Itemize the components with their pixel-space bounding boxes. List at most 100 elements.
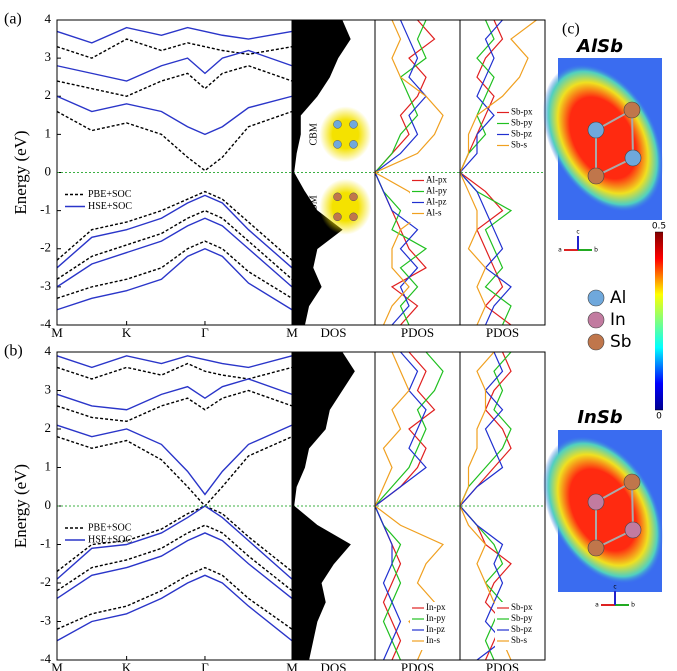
- atom: [587, 539, 605, 557]
- band-line: [56, 505, 293, 573]
- axis-label: a: [595, 602, 599, 609]
- legend-label: In-s: [426, 635, 440, 645]
- x-tick-label: Γ: [201, 660, 209, 671]
- y-tick-label: 2: [45, 420, 52, 435]
- x-axis-label: PDOS: [401, 325, 434, 340]
- legend-label: Al-px: [426, 175, 447, 185]
- x-tick-label: M: [286, 325, 298, 340]
- inset-atom: [349, 140, 358, 149]
- legend-label: Sb-px: [511, 602, 533, 612]
- band-line: [56, 190, 293, 261]
- atom: [587, 493, 605, 511]
- band-line: [56, 524, 293, 592]
- y-tick-label: 4: [45, 343, 52, 358]
- y-tick-label: 4: [45, 11, 52, 26]
- y-tick-label: 3: [45, 381, 52, 396]
- y-tick-label: -2: [40, 574, 51, 589]
- inset-atom: [333, 120, 342, 129]
- atom: [623, 101, 641, 119]
- density-inset: [319, 106, 372, 163]
- band-line: [56, 110, 293, 172]
- y-tick-label: -1: [40, 202, 51, 217]
- atom-legend-marker: [587, 333, 605, 351]
- density-glow: [542, 64, 664, 212]
- band-line: [56, 26, 293, 44]
- band-line: [56, 247, 293, 311]
- axis-label: b: [594, 247, 598, 254]
- inset-atom: [333, 140, 342, 149]
- band-line: [56, 424, 293, 496]
- legend-label: Sb-s: [511, 140, 528, 150]
- legend-label: PBE+SOC: [88, 522, 132, 533]
- y-axis-label: Energy (eV): [11, 130, 30, 214]
- atom: [623, 473, 641, 491]
- plot-frame: [459, 19, 546, 326]
- colorbar-label: 0: [656, 412, 662, 422]
- band-line: [56, 217, 293, 288]
- y-tick-label: 0: [45, 497, 52, 512]
- x-tick-label: K: [122, 325, 132, 340]
- legend-box: [410, 174, 458, 223]
- x-tick-label: M: [51, 325, 63, 340]
- inset-atom: [333, 192, 342, 202]
- inset-atom: [349, 120, 358, 129]
- material-title: AlSb: [575, 36, 623, 57]
- colorbar: [655, 232, 663, 410]
- inset-atom: [349, 212, 358, 222]
- y-tick-label: 0: [45, 163, 52, 178]
- density-inset: [319, 178, 372, 235]
- plot-frame: [459, 351, 546, 661]
- panel-label: (b): [4, 343, 23, 360]
- y-tick-label: 3: [45, 49, 52, 64]
- band-line: [56, 355, 293, 369]
- band-line: [56, 49, 293, 82]
- legend-label: HSE+SOC: [88, 534, 132, 545]
- atom: [624, 521, 642, 539]
- y-axis-label: Energy (eV): [11, 464, 30, 548]
- band-line: [56, 378, 293, 411]
- x-tick-label: M: [51, 660, 63, 671]
- inset-atom: [333, 212, 342, 222]
- y-tick-label: 2: [45, 87, 52, 102]
- inset-label: CBM: [308, 123, 319, 145]
- band-line: [56, 240, 293, 299]
- legend-box: [410, 602, 458, 650]
- legend-label: Al-s: [426, 208, 442, 218]
- y-tick-label: -2: [40, 240, 51, 255]
- atom: [624, 149, 642, 167]
- legend-box: [495, 106, 543, 155]
- x-axis-label: PDOS: [486, 660, 519, 671]
- x-axis-label: DOS: [320, 325, 346, 340]
- y-tick-label: -4: [40, 651, 51, 666]
- axis-label: b: [631, 602, 635, 609]
- inset-label: VBM: [308, 195, 319, 218]
- inset-atom: [349, 192, 358, 202]
- legend-label: Sb-pz: [511, 129, 532, 139]
- axis-label: c: [613, 584, 616, 591]
- y-tick-label: -1: [40, 535, 51, 550]
- axis-label: a: [558, 247, 562, 254]
- y-tick-label: -3: [40, 612, 51, 627]
- x-tick-label: Γ: [201, 325, 209, 340]
- band-line: [56, 505, 293, 580]
- band-line: [56, 362, 293, 380]
- legend-label: In-px: [426, 602, 446, 612]
- x-tick-label: M: [286, 660, 298, 671]
- atom-legend-marker: [587, 311, 605, 329]
- band-line: [56, 436, 293, 508]
- legend-label: In-py: [426, 613, 446, 623]
- axis-label: c: [576, 229, 579, 236]
- atom-legend-label: In: [610, 310, 626, 330]
- legend-label: Sb-py: [511, 613, 533, 623]
- legend-label: PBE+SOC: [88, 189, 132, 200]
- y-tick-label: -3: [40, 278, 51, 293]
- legend-label: Al-pz: [426, 197, 447, 207]
- x-axis-label: PDOS: [486, 325, 519, 340]
- legend-label: Sb-py: [511, 118, 533, 128]
- dos-area: [291, 19, 351, 326]
- y-tick-label: 1: [45, 125, 52, 140]
- atom: [587, 121, 605, 139]
- legend-label: Sb-pz: [511, 624, 532, 634]
- band-line: [56, 389, 293, 423]
